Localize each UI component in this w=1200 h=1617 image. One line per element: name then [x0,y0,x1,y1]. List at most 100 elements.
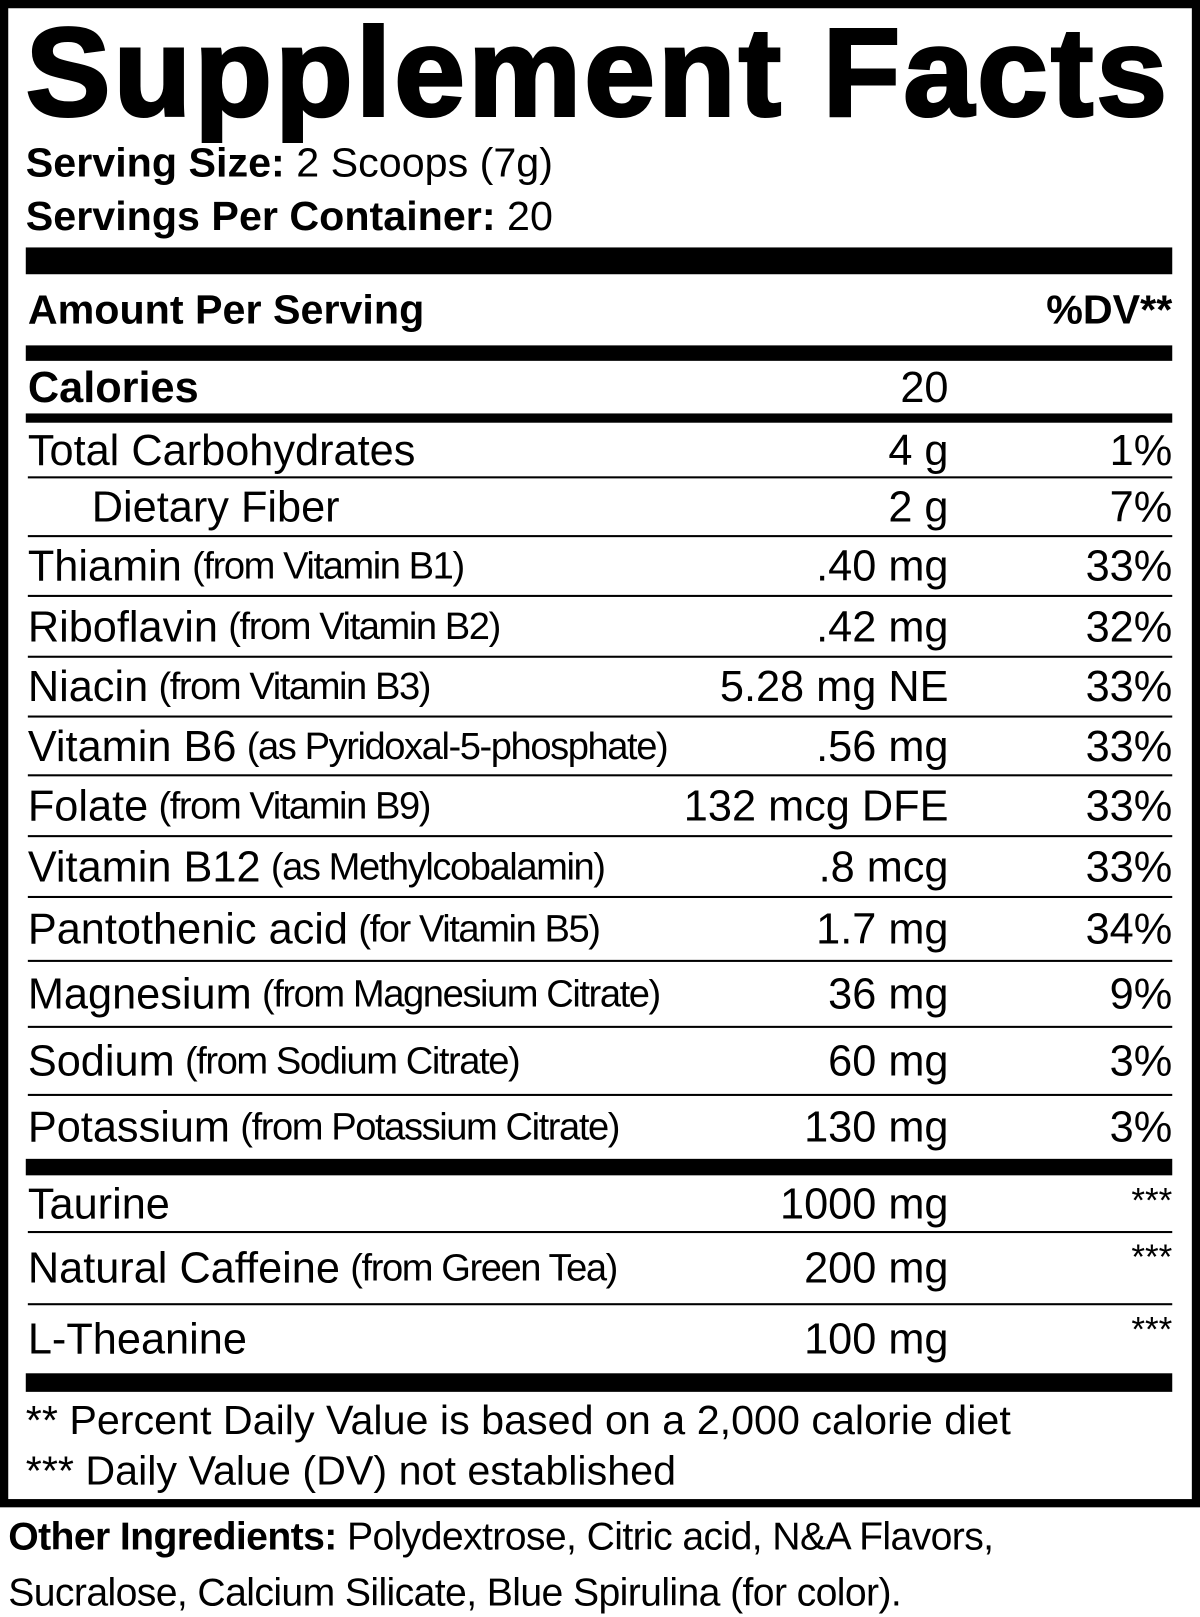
nutrient-amount: .8 mcg [818,841,949,891]
nutrient-name: Thiamin [27,541,182,590]
calories-label: Calories [27,362,199,412]
calories-row: Calories 20 [28,361,1172,415]
nutrient-amount: 200 mg [804,1243,949,1292]
other-ingredients-line2: Sucralose, Calcium Silicate, Blue Spirul… [8,1571,902,1615]
label-border [0,0,1200,1508]
nutrient-daily-value: 33% [1085,541,1173,590]
nutrient-source: (from Vitamin B9) [158,784,432,827]
nutrient-source: (from Vitamin B3) [158,664,431,708]
row-divider [27,959,1173,962]
nutrient-daily-value: *** [1131,1310,1173,1350]
nutrient-daily-value: 33% [1085,661,1173,711]
nutrient-row: Niacin (from Vitamin B3) 5.28 mg NE 33% [28,657,1172,717]
nutrient-amount: 2 g [888,481,949,531]
nutrient-daily-value: 34% [1085,904,1173,953]
nutrient-source: (from Vitamin B1) [192,544,465,587]
serving-size: Serving Size: 2 Scoops (7g) [26,140,553,185]
nutrient-name: Magnesium [27,969,252,1018]
nutrient-row: Pantothenic acid (for Vitamin B5) 1.7 mg 34… [28,897,1172,961]
label-title: Supplement Facts [24,2,1171,143]
nutrient-amount: 100 mg [804,1314,949,1363]
servings-per-container: Servings Per Container: 20 [26,194,553,239]
amount-header: Amount Per Serving %DV** [28,285,1172,337]
nutrient-name: Vitamin B6 [27,721,237,770]
serving-size-label: Serving Size: [25,140,285,186]
row-divider [27,1093,1173,1096]
nutrient-name: Folate [27,780,149,830]
nutrient-row: Sodium (from Sodium Citrate) 60 mg 3% [28,1027,1172,1095]
nutrient-row: Riboflavin (from Vitamin B2) .42 mg 32% [28,596,1172,657]
other-ingredients-label: Other Ingredients: [8,1515,337,1559]
dv-header-label: %DV** [1046,287,1173,333]
row-divider [27,1303,1173,1306]
servings-per-container-value: 20 [507,193,553,240]
nutrient-daily-value: 7% [1109,481,1173,531]
footnote-dv: ** Percent Daily Value is based on a 2,0… [25,1398,1011,1444]
nutrient-name: Sodium [27,1036,175,1085]
nutrient-amount: 132 mcg DFE [683,780,949,830]
nutrient-row: Dietary Fiber 2 g 7% [28,477,1172,536]
nutrient-source: (from Green Tea) [350,1246,618,1289]
nutrient-row: Total Carbohydrates 4 g 1% [28,423,1172,478]
nutrient-name: L-Theanine [27,1314,247,1363]
nutrient-row: Vitamin B6 (as Pyridoxal-5-phosphate) .56 … [28,717,1172,776]
nutrient-daily-value: 33% [1085,841,1173,891]
nutrient-daily-value: 3% [1109,1102,1173,1151]
nutrient-amount: 1.7 mg [816,904,949,953]
row-divider [27,476,1173,479]
nutrient-name: Natural Caffeine [27,1243,340,1292]
row-divider [27,715,1173,718]
nutrient-daily-value: 33% [1085,721,1173,770]
nutrient-daily-value: 3% [1109,1036,1173,1085]
nutrient-row: Natural Caffeine (from Green Tea) 200 mg **… [28,1232,1172,1304]
nutrient-daily-value: 33% [1085,780,1173,830]
nutrient-amount: 36 mg [828,969,949,1018]
nutrient-name: Taurine [27,1178,170,1228]
serving-size-value: 2 Scoops (7g) [296,140,553,186]
nutrient-amount: .56 mg [816,721,949,770]
other-ingredients-line1: Other Ingredients: Polydextrose, Citric … [8,1515,994,1560]
nutrient-name: Potassium [27,1102,230,1151]
nutrient-amount: 4 g [888,425,949,474]
nutrient-amount: .40 mg [816,541,949,590]
thick-divider [25,1158,1173,1176]
servings-per-container-label: Servings Per Container: [25,193,496,240]
nutrient-daily-value: 9% [1109,969,1173,1018]
nutrient-daily-value: 1% [1109,425,1173,474]
thick-divider [25,1373,1173,1392]
nutrient-source: (from Magnesium Citrate) [261,972,661,1015]
nutrient-source: (as Methylcobalamin) [270,844,606,888]
nutrient-row: Magnesium (from Magnesium Citrate) 36 mg 9% [28,961,1172,1027]
nutrient-amount: 130 mg [804,1102,949,1151]
nutrient-daily-value: *** [1131,1238,1173,1278]
nutrient-row: L-Theanine 100 mg *** [28,1304,1172,1373]
nutrient-row: Folate (from Vitamin B9) 132 mcg DFE 33% [28,775,1172,836]
row-divider [27,835,1173,838]
nutrient-source: (from Potassium Citrate) [240,1105,620,1148]
nutrient-name: Niacin [27,661,149,711]
nutrient-amount: 5.28 mg NE [719,661,949,711]
calories-value: 20 [900,362,949,412]
nutrient-source: (as Pyridoxal-5-phosphate) [246,724,669,767]
row-divider [27,1025,1173,1028]
thick-divider [25,345,1173,361]
nutrient-name: Riboflavin [27,601,218,651]
nutrient-amount: 1000 mg [779,1178,949,1228]
nutrient-daily-value: 32% [1085,601,1173,651]
footnote-not-established: *** Daily Value (DV) not established [25,1448,677,1494]
row-divider [27,535,1173,538]
amount-per-serving-label: Amount Per Serving [27,287,425,333]
other-ingredients-text: Polydextrose, Citric acid, N&A Flavors, [346,1515,994,1559]
nutrient-name: Pantothenic acid [27,904,349,953]
nutrient-name: Total Carbohydrates [27,425,416,474]
thick-divider [25,247,1173,275]
nutrient-daily-value: *** [1131,1181,1173,1221]
nutrient-row: Taurine 1000 mg *** [28,1175,1172,1232]
nutrient-name: Dietary Fiber [91,481,340,531]
nutrient-source: (for Vitamin B5) [358,907,601,950]
nutrient-row: Vitamin B12 (as Methylcobalamin) .8 mcg 33% [28,836,1172,897]
row-divider [27,655,1173,658]
nutrient-row: Thiamin (from Vitamin B1) .40 mg 33% [28,536,1172,596]
nutrient-amount: 60 mg [828,1036,949,1085]
nutrient-row: Potassium (from Potassium Citrate) 130 mg 3… [28,1095,1172,1159]
